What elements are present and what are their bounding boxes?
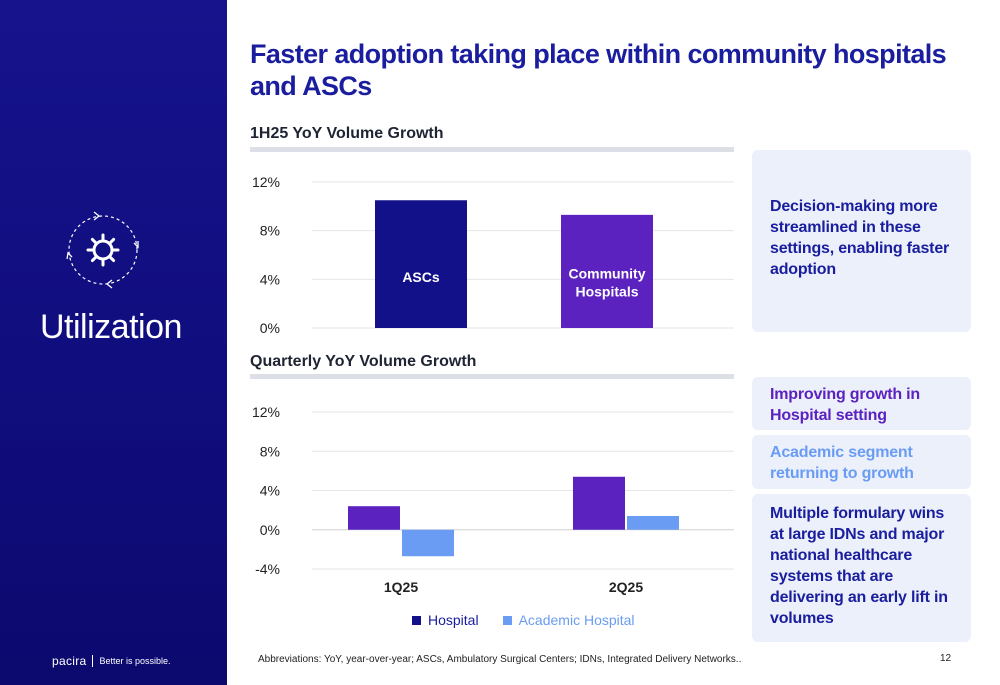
bar-academic-hospital-1q25: [402, 529, 454, 557]
footnote-abbreviations: Abbreviations: YoY, year-over-year; ASCs…: [258, 654, 742, 665]
gear-cycle-icon: [66, 211, 139, 289]
y-tick-label: 12%: [252, 404, 280, 420]
section-rule-quarterly: [250, 374, 734, 379]
insight-text-formulary-wins: Multiple formulary wins at large IDNs an…: [770, 505, 948, 627]
chart-quarterly-growth: -4% 0% 4% 8% 12% 1Q25 2Q25: [252, 404, 734, 595]
y-tick-label: 8%: [260, 223, 280, 239]
x-tick-label: 1Q25: [384, 579, 418, 595]
section-rule-1h25: [250, 147, 734, 152]
y-tick-label: 4%: [260, 271, 280, 287]
page-number: 12: [940, 653, 952, 664]
y-tick-label: -4%: [255, 561, 280, 577]
brand-tagline: Better is possible.: [99, 656, 171, 666]
bar-community-hospitals: [561, 214, 653, 328]
y-tick-label: 0%: [260, 522, 280, 538]
brand-logo: pacira: [52, 654, 87, 668]
bar-hospital-2q25: [573, 476, 625, 530]
chart-legend: Hospital Academic Hospital: [412, 612, 659, 628]
y-tick-label: 8%: [260, 443, 280, 459]
insight-card-formulary-wins: Multiple formulary wins at large IDNs an…: [752, 494, 971, 642]
slide-title: Faster adoption taking place within comm…: [250, 39, 947, 101]
x-tick-label: 2Q25: [609, 579, 643, 595]
legend-swatch-hospital: [412, 615, 421, 625]
chart-1h25-growth: 0% 4% 8% 12% ASCs Community Hospitals: [252, 174, 734, 336]
bar-label: Hospitals: [575, 284, 638, 300]
brand-divider: [92, 655, 94, 667]
y-tick-label: 12%: [252, 174, 280, 190]
y-tick-label: 4%: [260, 483, 280, 499]
insight-card-hospital-growth: Improving growth in Hospital setting: [752, 377, 971, 430]
insight-text-hospital-growth: Improving growth in Hospital setting: [770, 386, 920, 424]
bar-label: Community: [569, 266, 646, 282]
bar-hospital-1q25: [348, 506, 400, 530]
legend-label-academic-hospital: Academic Hospital: [518, 612, 635, 628]
legend-label-hospital: Hospital: [428, 612, 479, 628]
y-tick-label: 0%: [260, 320, 280, 336]
sidebar-label: Utilization: [40, 308, 182, 346]
bar-academic-hospital-2q25: [627, 516, 679, 530]
section-title-1h25: 1H25 YoY Volume Growth: [250, 125, 444, 142]
section-title-quarterly: Quarterly YoY Volume Growth: [250, 353, 477, 370]
insight-text-decision-making: Decision-making more streamlined in thes…: [770, 198, 950, 278]
legend-swatch-academic-hospital: [502, 615, 512, 625]
insight-card-academic-segment: Academic segment returning to growth: [752, 435, 971, 489]
bar-ascs: [375, 200, 467, 328]
insight-text-academic-segment: Academic segment returning to growth: [770, 444, 914, 482]
bar-label: ASCs: [402, 269, 440, 285]
brand-footer: pacira Better is possible.: [52, 654, 171, 668]
insight-card-decision-making: Decision-making more streamlined in thes…: [752, 150, 971, 332]
sidebar: Utilization pacira Better is possible.: [0, 0, 227, 685]
